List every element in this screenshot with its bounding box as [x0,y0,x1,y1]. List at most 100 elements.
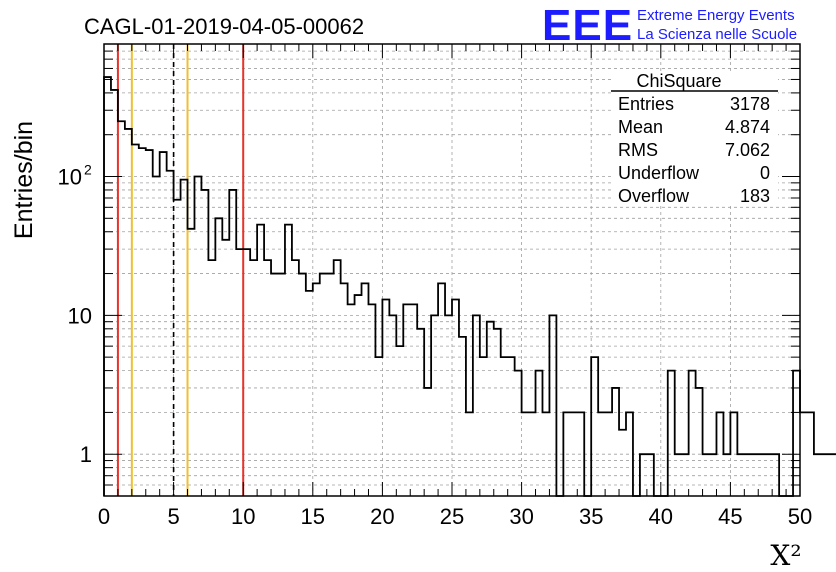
histogram-bin [626,412,633,496]
histogram-bin [132,144,139,496]
stats-row-label: Overflow [618,186,690,206]
histogram-bin [299,274,306,496]
histogram-bin [278,274,285,496]
histogram-bin [167,171,174,496]
stats-row-label: Underflow [618,163,700,183]
histogram-bin [647,454,654,496]
histogram-bin [577,412,584,496]
histogram-outline [103,76,836,497]
stats-box-header: ChiSquare [636,71,721,91]
histogram-bin [605,412,612,496]
logo-line-2: La Scienza nelle Scuole [637,26,797,43]
y-tick-label: 1 [80,442,92,467]
logo-line-1: Extreme Energy Events [637,7,795,24]
histogram-bin [452,300,459,496]
histogram-bin [292,260,299,496]
histogram-bin [668,371,675,496]
histogram-bin [640,454,647,496]
histogram-bin [125,129,132,496]
stats-row-label: Mean [618,117,663,137]
stats-row-value: 3178 [730,94,770,114]
histogram-bin [758,454,765,496]
histogram-bars [103,76,836,497]
histogram-bin [104,77,111,496]
x-tick-label: 5 [167,504,179,529]
histogram-bin [536,371,543,496]
x-tick-label: 50 [788,504,812,529]
histogram-bin [682,454,689,496]
x-tick-label: 15 [301,504,325,529]
histogram-bin [160,152,167,496]
histogram-bin [515,371,522,496]
histogram-bin [389,315,396,496]
histogram-bin [459,337,466,496]
histogram-bin [243,249,250,496]
histogram-bin [146,150,153,496]
histogram-bin [153,176,160,496]
histogram-bin [751,454,758,496]
histogram-bin [619,430,626,496]
histogram-bin [188,229,195,496]
histogram-bin [382,300,389,496]
histogram-bin [612,388,619,496]
histogram-bin [563,412,570,496]
histogram-bin [529,412,536,496]
histogram-bin [828,454,835,496]
axes [103,43,801,497]
x-tick-label: 20 [370,504,394,529]
x-tick-label: 30 [509,504,533,529]
histogram-bin [675,454,682,496]
histogram-bin [487,322,494,496]
histogram-bin [689,371,696,496]
histogram-bin [424,388,431,496]
histogram-bin [271,274,278,496]
histogram-bin [814,454,821,496]
stats-row-value: 4.874 [725,117,770,137]
stats-row-value: 7.062 [725,140,770,160]
histogram-bin [744,454,751,496]
histogram-bin [410,304,417,496]
histogram-bin [341,283,348,496]
histogram-bin [362,283,369,496]
histogram-bin [821,454,828,496]
histogram-bin [327,274,334,496]
stats-box-background [612,74,778,206]
histogram-bin [285,225,292,496]
histogram-bin [334,260,341,496]
x-tick-label: 45 [718,504,742,529]
histogram-bin [368,304,375,496]
histogram-bin [598,412,605,496]
x-axis-label: X² [770,539,801,572]
histogram-bin [313,283,320,496]
histogram-bin [737,454,744,496]
histogram-bin [320,274,327,496]
histogram-bin [793,371,800,496]
histogram-bin [139,148,146,496]
histogram-bin [403,304,410,496]
x-tick-label: 35 [579,504,603,529]
histogram-bin [710,454,717,496]
histogram-bin [549,315,556,496]
histogram-bin [542,412,549,496]
x-tick-label: 10 [231,504,255,529]
histogram-bin [730,412,737,496]
histogram-bin [264,260,271,496]
stats-row-value: 0 [760,163,770,183]
histogram-bin [348,304,355,496]
histogram-bin [111,90,118,496]
histogram-bin [807,412,814,496]
histogram-bin [696,388,703,496]
histogram-bin [431,315,438,496]
histogram-bin [208,260,215,496]
histogram-bin [570,412,577,496]
histogram-bin [466,412,473,496]
histogram-bin [181,180,188,496]
eee-logo: EEE Extreme Energy Events La Scienza nel… [542,1,797,50]
histogram-bin [118,121,125,496]
histogram-bin [501,357,508,496]
histogram-bin [723,454,730,496]
histogram-bin [772,454,779,496]
x-tick-label: 40 [649,504,673,529]
x-axis-label-text: X² [770,539,801,572]
